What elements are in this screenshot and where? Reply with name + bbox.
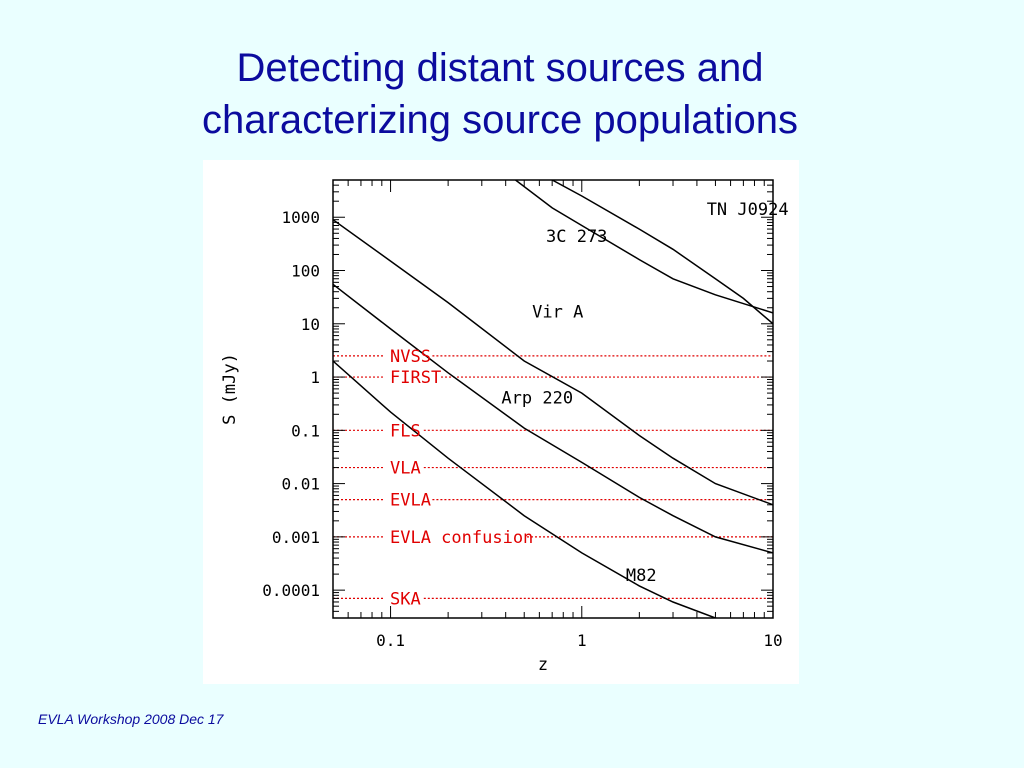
y-tick-label-2: 10 [301, 315, 320, 334]
series-label-4: M82 [626, 566, 657, 586]
x-tick-label-1: 1 [577, 631, 587, 650]
y-tick-label-6: 0.001 [272, 528, 320, 547]
series-line-0 [551, 180, 773, 325]
slide-title: Detecting distant sources and characteri… [0, 42, 1000, 146]
survey-limit-lines [333, 355, 773, 599]
x-axis-label: z [538, 655, 548, 675]
x-tick-label-2: 10 [763, 631, 782, 650]
y-tick-label-5: 0.01 [281, 475, 320, 494]
series-line-4 [333, 360, 721, 618]
plot-frame [332, 179, 774, 619]
y-tick-label-4: 0.1 [291, 421, 320, 440]
series-line-3 [333, 283, 773, 554]
series-line-2 [333, 219, 773, 506]
y-tick-label-1: 100 [291, 262, 320, 281]
survey-label-2: FLS [390, 421, 421, 441]
slide-title-line-1: Detecting distant sources and [236, 46, 764, 90]
source-curves [333, 180, 773, 618]
series-line-1 [515, 180, 773, 314]
series-label-0: TN J0924 [707, 200, 789, 220]
series-label-3: Arp 220 [501, 388, 573, 408]
footer-text: EVLA Workshop 2008 Dec 17 [38, 711, 224, 727]
y-tick-label-0: 1000 [281, 208, 320, 227]
survey-label-5: EVLA confusion [390, 528, 533, 548]
plot-border [332, 179, 774, 619]
chart-figure: NVSS FIRST FLS VLA EVLA EVLA confusion SKA TN J… [203, 160, 799, 684]
survey-label-4: EVLA [390, 491, 431, 511]
survey-label-0: NVSS [390, 347, 431, 367]
survey-label-6: SKA [390, 589, 421, 609]
slide-title-line-2: characterizing source populations [202, 98, 798, 142]
series-label-2: Vir A [532, 303, 583, 323]
y-tick-label-3: 1 [310, 368, 320, 387]
series-label-1: 3C 273 [546, 227, 607, 247]
survey-label-1: FIRST [390, 368, 441, 388]
x-tick-label-0: 0.1 [376, 631, 405, 650]
y-tick-label-7: 0.0001 [262, 581, 320, 600]
axis-ticks [332, 179, 774, 619]
y-axis-label: S (mJy) [220, 353, 240, 425]
survey-label-3: VLA [390, 459, 421, 479]
